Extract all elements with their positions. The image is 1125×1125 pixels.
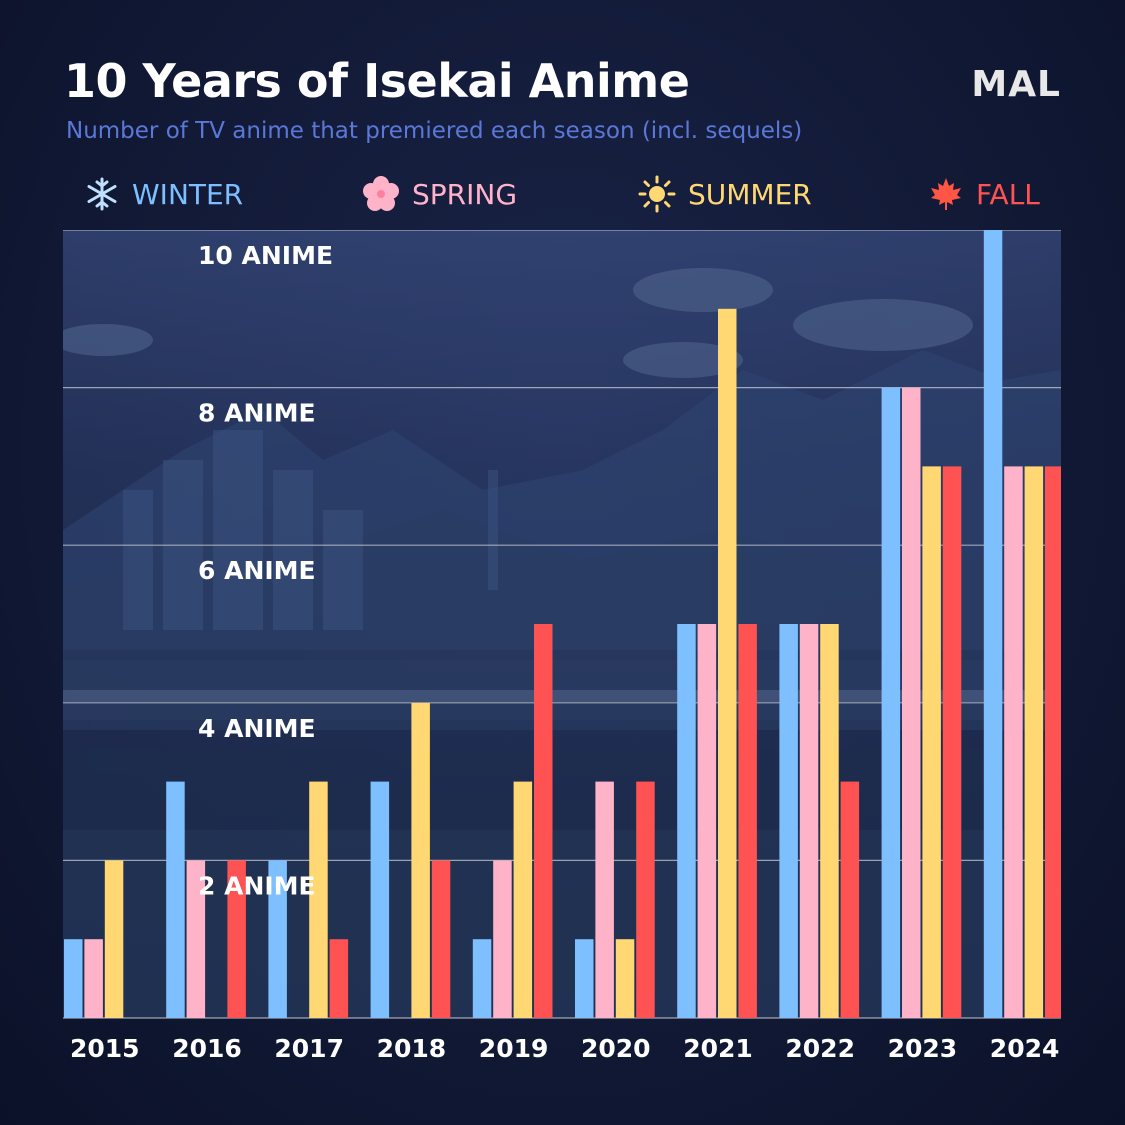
bar-winter-2021 [677,624,696,1018]
bar-summer-2023 [922,466,941,1018]
y-tick-label: 10 ANIME [198,241,333,270]
chart-subtitle: Number of TV anime that premiered each s… [66,118,803,144]
x-tick-label: 2022 [785,1034,855,1063]
legend-winter: WINTER [84,174,243,214]
x-tick-label: 2015 [70,1034,140,1063]
x-tick-label: 2021 [683,1034,753,1063]
x-tick-label: 2019 [478,1034,549,1063]
bar-spring-2024 [1004,466,1023,1018]
bar-winter-2020 [575,939,594,1018]
bar-summer-2015 [104,860,124,1018]
bar-winter-2024 [983,230,1003,1018]
bar-summer-2019 [513,781,533,1018]
bar-spring-2019 [493,860,512,1018]
bar-summer-2024 [1024,466,1044,1018]
bar-spring-2021 [697,624,717,1018]
bar-fall-2019 [534,624,553,1018]
bar-summer-2022 [820,624,839,1018]
mal-logo: MAL [971,64,1061,105]
x-tick-label: 2024 [989,1034,1060,1063]
bar-spring-2022 [799,624,819,1018]
chart-title: 10 Years of Isekai Anime [64,54,690,108]
x-tick-label: 2018 [376,1034,447,1063]
y-tick-label: 4 ANIME [198,714,316,743]
bar-summer-2020 [615,939,635,1018]
maple-leaf-icon [931,178,961,210]
bar-winter-2015 [64,939,83,1018]
bar-chart: 2 ANIME 4 ANIME 6 ANIME 8 ANIME 10 ANIME [63,230,1061,1019]
snowflake-icon [87,177,117,211]
bar-spring-2016 [186,860,206,1018]
x-tick-label: 2016 [172,1034,242,1063]
legend-fall: FALL [928,174,1040,214]
legend-label-fall: FALL [976,177,1040,211]
bar-summer-2017 [309,781,328,1018]
bar-fall-2016 [227,860,246,1018]
x-tick-label: 2017 [274,1034,344,1063]
x-tick-label: 2020 [581,1034,651,1063]
bar-fall-2022 [840,781,860,1018]
legend-label-spring: SPRING [412,177,518,211]
bar-spring-2015 [84,939,103,1018]
bar-fall-2024 [1045,466,1061,1018]
bar-spring-2020 [595,781,614,1018]
legend-spring: SPRING [362,174,517,214]
bar-fall-2017 [329,939,349,1018]
bar-winter-2023 [881,387,901,1019]
bar-summer-2021 [718,308,737,1018]
x-tick-label: 2023 [887,1034,958,1063]
legend-summer: SUMMER [638,174,812,214]
bar-fall-2020 [636,781,655,1018]
y-tick-label: 2 ANIME [198,871,316,900]
legend-label-winter: WINTER [132,177,244,211]
bar-spring-2023 [902,387,921,1019]
bar-winter-2022 [779,624,798,1018]
bar-winter-2018 [370,781,390,1018]
bar-winter-2017 [268,860,287,1018]
bar-fall-2021 [738,624,757,1018]
y-tick-label: 6 ANIME [198,556,316,585]
bar-fall-2018 [431,860,451,1018]
bar-winter-2016 [166,781,185,1018]
y-tick-label: 8 ANIME [198,399,316,428]
sun-icon [638,175,676,213]
bar-summer-2018 [411,702,430,1018]
bar-winter-2019 [472,939,492,1018]
bar-fall-2023 [942,466,962,1018]
cherry-blossom-icon [363,176,399,211]
legend-label-summer: SUMMER [688,177,812,211]
